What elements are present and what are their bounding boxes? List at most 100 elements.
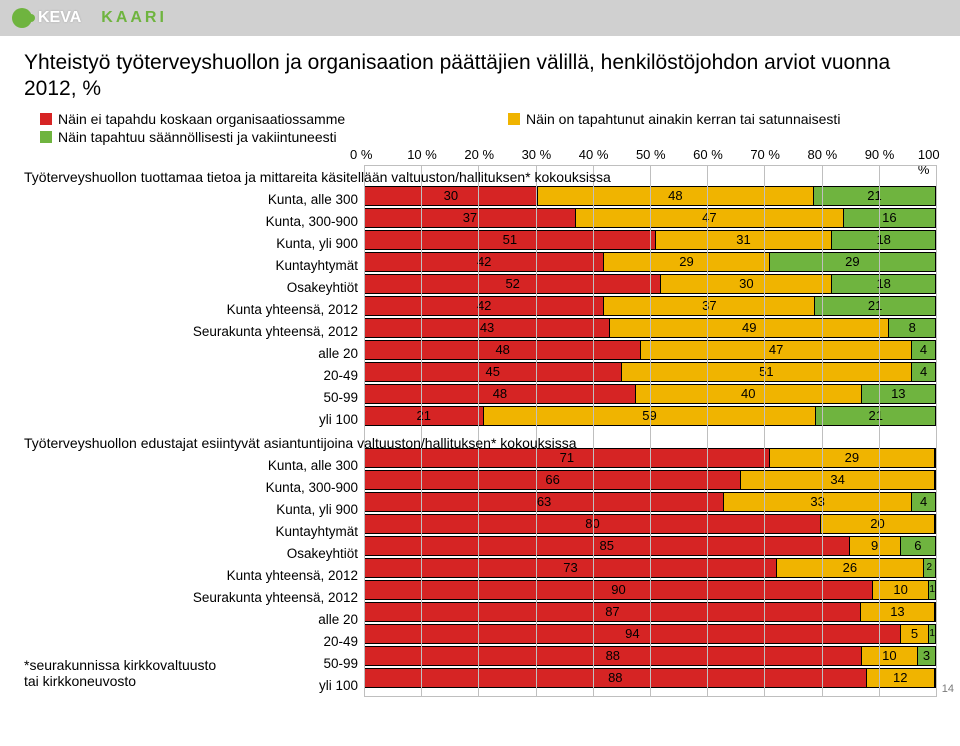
row-label: 20-49: [24, 631, 364, 653]
bar-segment: 71: [365, 449, 770, 467]
bar-segment: 4: [912, 363, 935, 381]
footnote: *seurakunnissa kirkkovaltuustotai kirkko…: [24, 657, 216, 689]
bar-segment: 21: [365, 407, 484, 425]
legend-swatch: [40, 113, 52, 125]
row-label: alle 20: [24, 343, 364, 365]
row-label: Kunta, yli 900: [24, 233, 364, 255]
row-label: Osakeyhtiöt: [24, 277, 364, 299]
bar-segment: 21: [814, 187, 935, 205]
bar-segment: 18: [832, 275, 935, 293]
bar-segment: 59: [484, 407, 817, 425]
x-axis: 0 %10 %20 %30 %40 %50 %60 %70 %80 %90 %1…: [364, 147, 936, 165]
row-label: Kunta, 300-900: [24, 211, 364, 233]
bar-segment: 4: [912, 341, 935, 359]
brand-header: KEVA KAARI: [0, 0, 960, 36]
bar-segment: 40: [636, 385, 862, 403]
bar-segment: 12: [867, 669, 935, 687]
bar-segment: 9: [850, 537, 901, 555]
legend-swatch: [40, 131, 52, 143]
stacked-bar: 45514: [364, 362, 936, 382]
stacked-bar: 8596: [364, 536, 936, 556]
row-label: Seurakunta yhteensä, 2012: [24, 321, 364, 343]
bar-segment: 4: [912, 493, 935, 511]
bar-segment: 20: [821, 515, 935, 533]
row-label: Kuntayhtymät: [24, 521, 364, 543]
bar-segment: 29: [604, 253, 769, 271]
bar-segment: 1: [929, 581, 935, 599]
keva-icon: [12, 8, 32, 28]
bar-segment: 10: [873, 581, 929, 599]
legend-item-regular: Näin tapahtuu säännöllisesti ja vakiintu…: [40, 129, 468, 145]
bar-segment: 34: [741, 471, 935, 489]
stacked-bar: 48474: [364, 340, 936, 360]
axis-tick: 90 %: [865, 147, 922, 165]
label-column: Työterveyshuollon tuottamaa tietoa ja mi…: [24, 147, 364, 697]
axis-tick: 50 %: [636, 147, 693, 165]
stacked-bar: 43498: [364, 318, 936, 338]
bar-segment: 94: [365, 625, 901, 643]
content: Yhteistyö työterveyshuollon ja organisaa…: [0, 36, 960, 697]
bar-segment: 43: [365, 319, 610, 337]
bar-segment: 49: [610, 319, 889, 337]
legend: Näin ei tapahdu koskaan organisaatiossam…: [24, 111, 936, 145]
stacked-bar: 66340: [364, 470, 936, 490]
bar-segment: 66: [365, 471, 741, 489]
section-header-2: Työterveyshuollon edustajat esiintyvät a…: [24, 431, 364, 455]
row-label: Kunta, alle 300: [24, 455, 364, 477]
page-number: 14: [942, 683, 954, 695]
stacked-bar: 71290: [364, 448, 936, 468]
bar-segment: 29: [770, 253, 935, 271]
bar-segment: 6: [901, 537, 935, 555]
row-label: Kuntayhtymät: [24, 255, 364, 277]
row-label: 20-49: [24, 365, 364, 387]
bar-segment: 13: [861, 603, 935, 621]
bar-segment: 48: [365, 341, 641, 359]
row-label: Kunta yhteensä, 2012: [24, 299, 364, 321]
bar-segment: 63: [365, 493, 724, 511]
row-label: Seurakunta yhteensä, 2012: [24, 587, 364, 609]
stacked-bar: 513118: [364, 230, 936, 250]
bar-segment: 80: [365, 515, 821, 533]
stacked-bar: 523018: [364, 274, 936, 294]
bar-segment: 33: [724, 493, 912, 511]
axis-tick: 20 %: [464, 147, 521, 165]
legend-item-never: Näin ei tapahdu koskaan organisaatiossam…: [40, 111, 468, 127]
bar-segment: 30: [661, 275, 832, 293]
keva-logo: KEVA: [12, 8, 81, 28]
row-label: alle 20: [24, 609, 364, 631]
row-label: 50-99: [24, 387, 364, 409]
axis-tick: 30 %: [522, 147, 579, 165]
bar-segment: 48: [538, 187, 814, 205]
axis-tick: 80 %: [808, 147, 865, 165]
bar-segment: 30: [365, 187, 538, 205]
section-header-1: Työterveyshuollon tuottamaa tietoa ja mi…: [24, 165, 364, 189]
bars-column: 0 %10 %20 %30 %40 %50 %60 %70 %80 %90 %1…: [364, 147, 936, 697]
stacked-bar: 73262: [364, 558, 936, 578]
axis-tick: 60 %: [693, 147, 750, 165]
bar-segment: 42: [365, 297, 604, 315]
bar-segment: 10: [862, 647, 918, 665]
stacked-bar: 88120: [364, 668, 936, 688]
keva-text: KEVA: [38, 9, 81, 27]
legend-label: Näin ei tapahdu koskaan organisaatiossam…: [58, 111, 345, 127]
legend-item-occasional: Näin on tapahtunut ainakin kerran tai sa…: [508, 111, 936, 127]
stacked-bar: 80200: [364, 514, 936, 534]
bar-segment: 52: [365, 275, 661, 293]
bar-segment: 3: [918, 647, 935, 665]
bar-segment: 1: [929, 625, 935, 643]
bar-segment: 21: [816, 407, 935, 425]
stacked-bar: 484013: [364, 384, 936, 404]
bar-segment: 88: [365, 669, 867, 687]
stacked-bar: 304821: [364, 186, 936, 206]
bar-segment: 5: [901, 625, 930, 643]
axis-tick: 10 %: [407, 147, 464, 165]
stacked-bar: 87130: [364, 602, 936, 622]
legend-label: Näin on tapahtunut ainakin kerran tai sa…: [526, 111, 840, 127]
bar-segment: 45: [365, 363, 622, 381]
bar-segment: 47: [641, 341, 912, 359]
legend-swatch: [508, 113, 520, 125]
bar-segment: 48: [365, 385, 636, 403]
bar-segment: 42: [365, 253, 604, 271]
chart-area: Työterveyshuollon tuottamaa tietoa ja mi…: [24, 147, 936, 697]
bar-segment: 73: [365, 559, 777, 577]
